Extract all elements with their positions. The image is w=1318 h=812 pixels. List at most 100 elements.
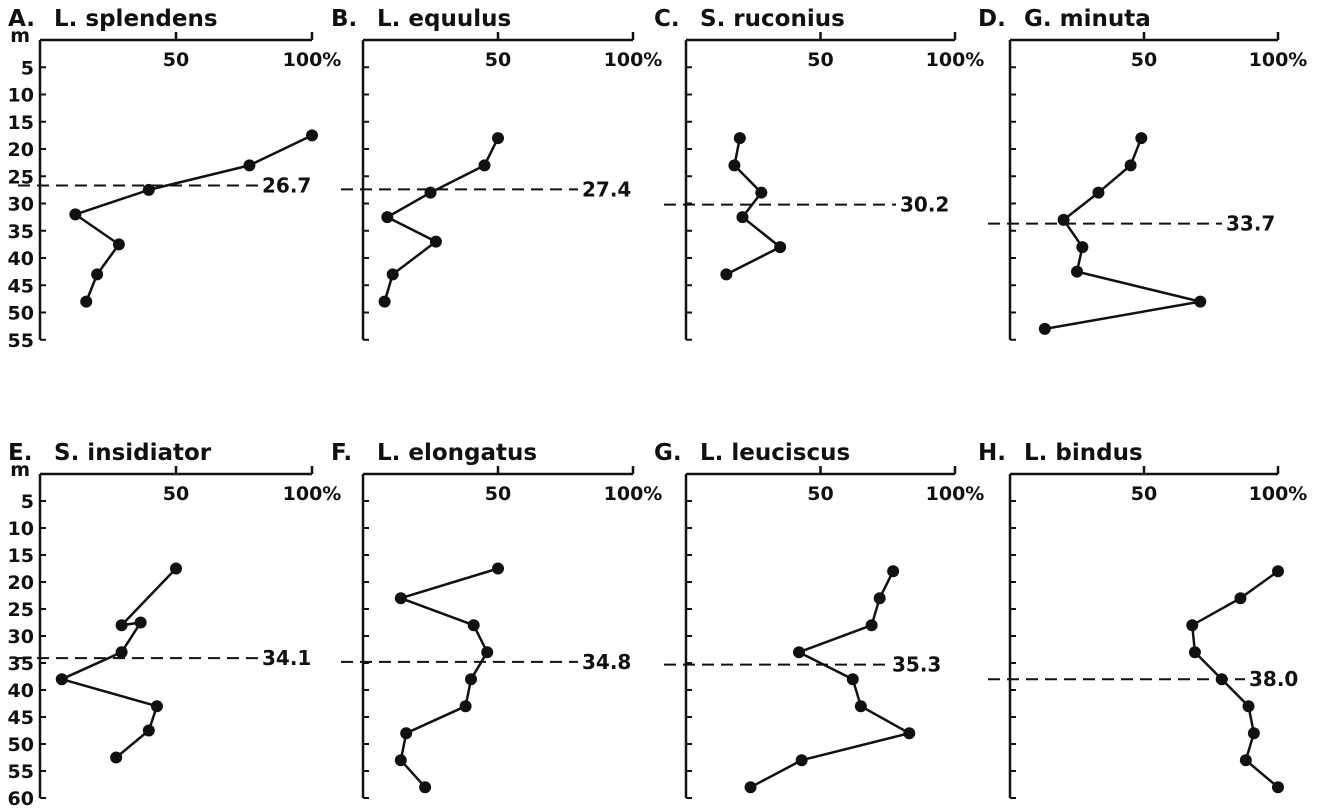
data-point: [1247, 727, 1260, 740]
data-point: [755, 186, 768, 199]
data-point: [478, 159, 491, 172]
data-point: [306, 129, 318, 142]
data-point: [1272, 565, 1284, 578]
panel-letter: H.: [978, 440, 1006, 466]
y-tick-label: 30: [8, 194, 34, 216]
data-point: [1272, 781, 1284, 794]
panel-b: B. L. equulus 50 100% 27.4: [331, 6, 663, 341]
x-tick-label: 100%: [926, 483, 985, 505]
data-point: [873, 592, 886, 605]
x-tick-label: 100%: [604, 49, 663, 71]
y-tick-label: 5: [21, 491, 34, 513]
data-point: [1194, 295, 1207, 308]
mean-depth-label: 27.4: [582, 177, 631, 201]
x-tick-label: 50: [807, 483, 833, 505]
data-point: [69, 208, 82, 221]
panel-letter: D.: [978, 6, 1006, 32]
x-tick-label: 50: [163, 483, 189, 505]
series-line: [749, 570, 911, 789]
data-point: [481, 646, 494, 659]
y-tick-label: 15: [8, 112, 34, 134]
data-point: [903, 727, 916, 740]
data-point: [1076, 241, 1089, 254]
data-point: [728, 159, 741, 172]
y-unit-label: m: [10, 25, 30, 47]
y-tick-label: 50: [8, 303, 34, 325]
series-line: [1044, 137, 1202, 331]
data-point: [792, 646, 805, 659]
data-point: [720, 268, 733, 281]
data-point: [1071, 265, 1083, 278]
y-tick-label: 55: [8, 330, 34, 352]
y-tick-label: 15: [8, 545, 34, 567]
panel-title: S. ruconius: [700, 6, 845, 32]
y-tick-label: 5: [21, 57, 34, 79]
x-tick-label: 100%: [604, 483, 663, 505]
x-tick-label: 100%: [1249, 49, 1308, 71]
series-line: [725, 137, 782, 276]
panel-a: A. L. splendens 50 100% m 5 10 15 20 25 30 35 40 45 50…: [8, 6, 342, 352]
data-point: [1215, 673, 1228, 686]
data-point: [110, 751, 123, 764]
y-tick-label: 40: [8, 248, 34, 270]
panel-letter: G.: [654, 440, 682, 466]
data-point: [381, 211, 394, 224]
panel-title: L. equulus: [377, 6, 511, 32]
x-tick-label: 50: [163, 49, 189, 71]
panel-title: L. bindus: [1024, 440, 1143, 466]
x-tick-label: 50: [485, 483, 511, 505]
panel-letter: A.: [8, 6, 35, 32]
y-unit-label: m: [10, 459, 30, 481]
data-point: [1038, 322, 1051, 335]
y-tick-label: 60: [8, 788, 34, 810]
data-point: [378, 295, 391, 308]
y-tick-label: 25: [8, 599, 34, 621]
data-point: [1242, 700, 1255, 713]
panel-letter: F.: [331, 440, 352, 466]
x-tick-label: 100%: [283, 483, 342, 505]
data-point: [80, 295, 93, 308]
series-line: [74, 134, 313, 303]
data-point: [1124, 159, 1137, 172]
data-point: [1057, 213, 1070, 226]
x-tick-label: 100%: [926, 49, 985, 71]
data-point: [91, 268, 104, 281]
data-point: [1092, 186, 1105, 199]
data-point: [492, 562, 504, 575]
x-tick-label: 100%: [283, 49, 342, 71]
data-point: [112, 238, 125, 251]
data-point: [465, 673, 477, 686]
y-tick-label: 50: [8, 734, 34, 756]
panel-title: G. minuta: [1024, 6, 1151, 32]
panel-title: L. splendens: [54, 6, 218, 32]
panel-letter: C.: [654, 6, 680, 32]
x-tick-label: 50: [485, 49, 511, 71]
y-tick-label: 20: [8, 139, 34, 161]
data-point: [115, 646, 128, 659]
data-point: [865, 619, 878, 632]
panel-title: L. leuciscus: [700, 440, 850, 466]
y-tick-label: 45: [8, 707, 34, 729]
data-point: [424, 186, 437, 199]
data-point: [467, 619, 480, 632]
data-point: [243, 159, 256, 172]
y-tick-label: 25: [8, 166, 34, 188]
data-point: [429, 235, 442, 248]
data-point: [733, 132, 746, 145]
mean-depth-label: 30.2: [900, 193, 949, 217]
data-point: [744, 781, 757, 794]
data-point: [386, 268, 399, 281]
data-point: [394, 592, 407, 605]
data-point: [774, 241, 787, 254]
y-tick-label: 35: [8, 221, 34, 243]
data-point: [400, 727, 413, 740]
data-point: [1188, 646, 1201, 659]
panel-g: G. L. leuciscus 50 100% 35.3: [654, 440, 985, 799]
panel-c: C. S. ruconius 50 100% 30.2: [654, 6, 985, 341]
data-point: [1186, 619, 1199, 632]
y-tick-label: 45: [8, 275, 34, 297]
data-point: [459, 700, 472, 713]
panel-h: H. L. bindus 50 100% 38.0: [978, 440, 1307, 799]
data-point: [795, 754, 808, 767]
panel-letter: B.: [331, 6, 357, 32]
